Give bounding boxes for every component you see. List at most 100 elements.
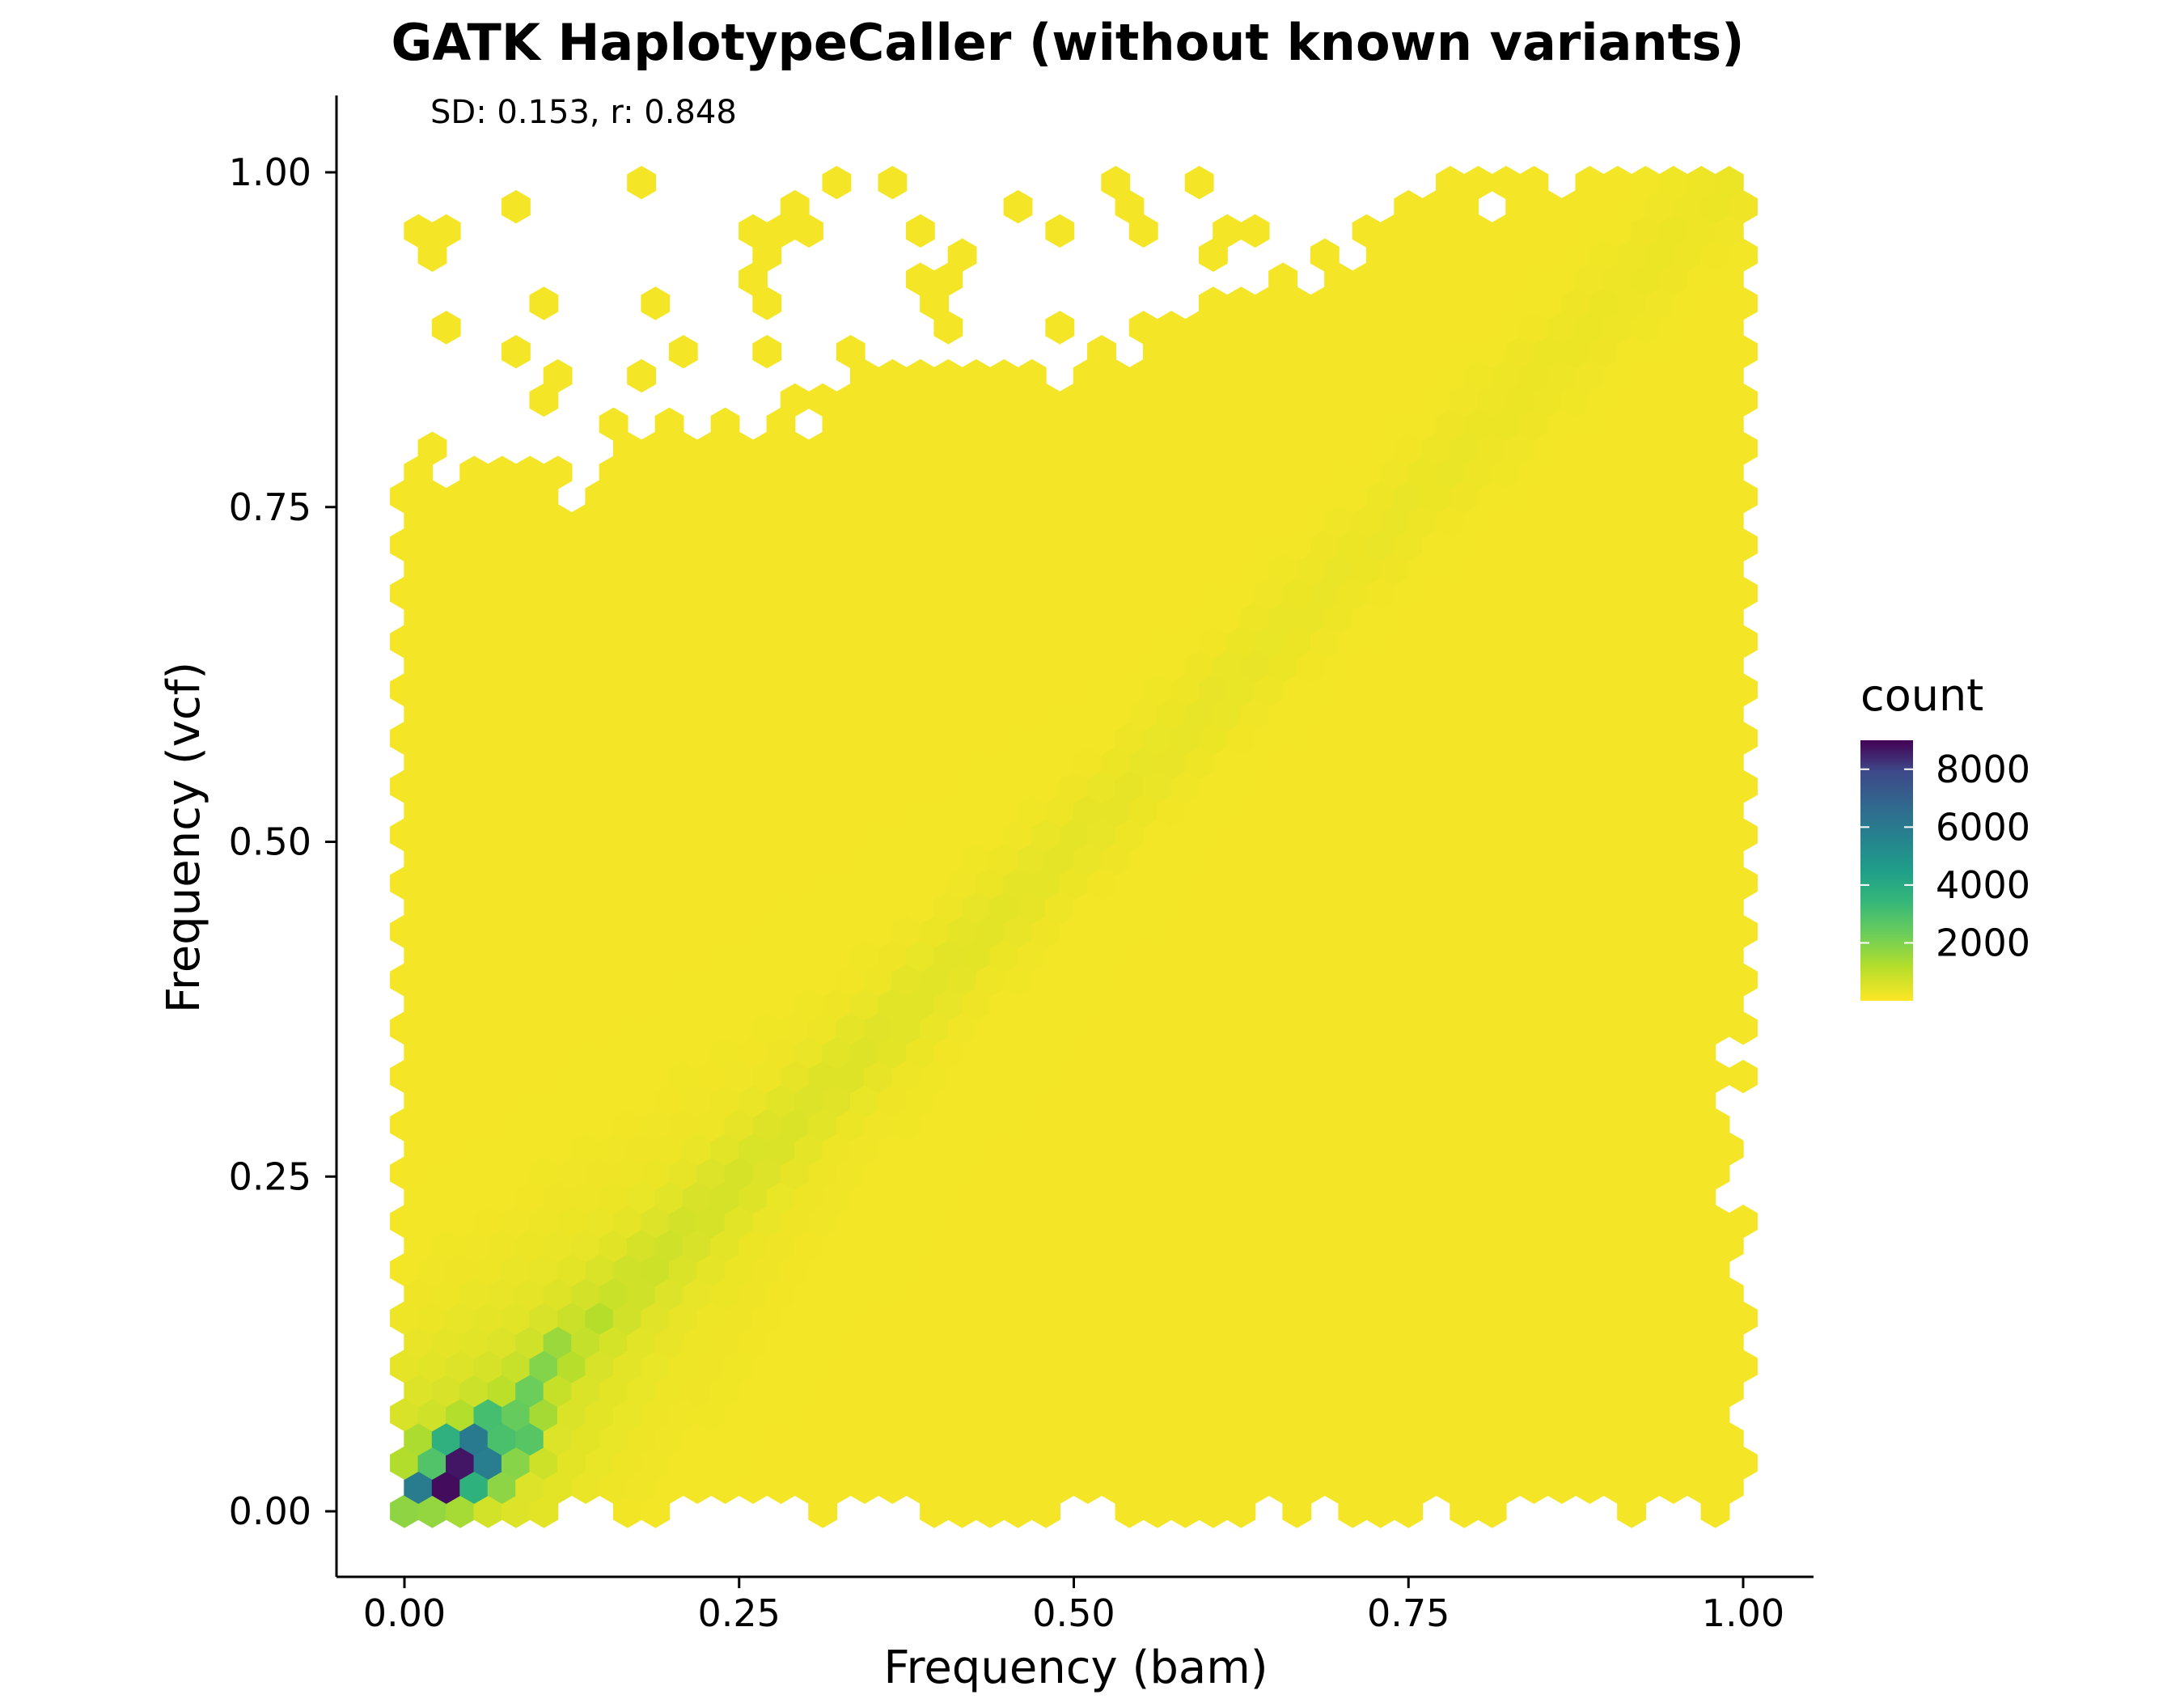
- hexbin-cell: [1365, 721, 1395, 756]
- hexbin-cell: [836, 335, 866, 369]
- hexbin-cell: [1310, 1059, 1340, 1094]
- hexbin-cell: [864, 1252, 894, 1287]
- hexbin-cell: [459, 552, 489, 587]
- hexbin-cell: [947, 721, 977, 756]
- hexbin-cell: [1561, 866, 1591, 900]
- hexbin-cell: [1421, 480, 1451, 514]
- hexbin-cell: [1380, 407, 1409, 442]
- hexbin-cell: [501, 1397, 531, 1432]
- hexbin-cell: [933, 890, 963, 925]
- hexbin-cell: [1533, 1059, 1563, 1094]
- hexbin-cell: [1365, 480, 1395, 514]
- hexbin-cell: [1533, 527, 1563, 562]
- hexbin-cell: [473, 1397, 503, 1432]
- hexbin-cell: [1673, 1108, 1702, 1142]
- hexbin-cell: [1365, 527, 1395, 562]
- hexbin-cell: [1729, 963, 1758, 997]
- hexbin-cell: [1184, 987, 1214, 1021]
- hexbin-cell: [1575, 1083, 1605, 1118]
- hexbin-cell: [404, 890, 434, 925]
- hexbin-cell: [1045, 504, 1075, 538]
- hexbin-cell: [1644, 189, 1674, 224]
- hexbin-cell: [920, 383, 950, 417]
- y-ticks: 0.000.250.500.751.00: [229, 150, 336, 1533]
- hexbin-cell: [1073, 358, 1103, 393]
- hexbin-cell: [1296, 311, 1326, 345]
- hexbin-cell: [1282, 576, 1312, 611]
- hexbin-cell: [878, 552, 908, 587]
- hexbin-cell: [390, 527, 419, 562]
- hexbin-cell: [780, 866, 810, 900]
- hexbin-cell: [1491, 649, 1521, 683]
- hexbin-cell: [1198, 527, 1228, 562]
- hexbin-cell: [1631, 455, 1661, 489]
- hexbin-cell: [1631, 697, 1661, 731]
- hexbin-cell: [1254, 914, 1284, 949]
- hexbin-cell: [1673, 1156, 1702, 1190]
- hexbin-cell: [1589, 480, 1619, 514]
- hexbin-cell: [739, 552, 768, 587]
- hexbin-cell: [920, 866, 950, 900]
- hexbin-cell: [1394, 866, 1424, 900]
- hexbin-cell: [1213, 1325, 1242, 1359]
- hexbin-cell: [557, 721, 586, 756]
- hexbin-cell: [752, 527, 782, 562]
- hexbin-cell: [1463, 1132, 1493, 1166]
- hexbin-cell: [1589, 189, 1619, 224]
- hexbin-cell: [683, 649, 712, 683]
- hexbin-cell: [864, 480, 894, 514]
- hexbin-cell: [1436, 1373, 1465, 1408]
- hexbin-cell: [1658, 600, 1688, 634]
- hexbin-cell: [1338, 480, 1368, 514]
- hexbin-cell: [864, 1059, 894, 1094]
- hexbin-cell: [1003, 1059, 1033, 1094]
- hexbin-cell: [501, 721, 531, 756]
- hexbin-cell: [1073, 1373, 1103, 1408]
- hexbin-cell: [1687, 1421, 1716, 1456]
- hexbin-cell: [1128, 987, 1158, 1021]
- hexbin-cell: [836, 1011, 866, 1045]
- hexbin-cell: [1687, 504, 1716, 538]
- hexbin-cell: [487, 1421, 517, 1456]
- hexbin-cell: [1519, 1228, 1549, 1263]
- hexbin-cell: [920, 527, 950, 562]
- hexbin-cell: [1547, 697, 1577, 731]
- hexbin-cell: [599, 600, 629, 634]
- hexbin-cell: [1115, 721, 1145, 756]
- hexbin-cell: [1687, 1277, 1716, 1311]
- hexbin-cell: [1477, 1252, 1507, 1287]
- hexbin-cell: [864, 1156, 894, 1190]
- hexbin-cell: [1407, 1083, 1437, 1118]
- hexbin-cell: [1658, 1325, 1688, 1359]
- hexbin-cell: [1421, 769, 1451, 803]
- hexbin-cell: [739, 1421, 768, 1456]
- hexbin-cell: [794, 1277, 823, 1311]
- hexbin-cell: [1296, 649, 1326, 683]
- hexbin-cell: [1157, 1373, 1187, 1408]
- hexbin-cell: [1575, 1132, 1605, 1166]
- hexbin-cell: [431, 1325, 461, 1359]
- hexbin-cell: [1101, 938, 1131, 972]
- hexbin-cell: [1673, 963, 1702, 997]
- hexbin-cell: [766, 1228, 796, 1263]
- hexbin-cell: [1575, 311, 1605, 345]
- hexbin-cell: [1575, 890, 1605, 925]
- hexbin-cell: [1352, 1132, 1382, 1166]
- hexbin-cell: [1547, 649, 1577, 683]
- hexbin-cell: [1687, 649, 1716, 683]
- hexbin-cell: [1268, 1228, 1298, 1263]
- hexbin-cell: [1589, 1156, 1619, 1190]
- hexbin-cell: [1087, 1059, 1116, 1094]
- hexbin-cell: [920, 1204, 950, 1239]
- hexbin-cell: [1184, 407, 1214, 442]
- hexbin-cell: [1254, 1252, 1284, 1287]
- hexbin-cell: [473, 1011, 503, 1045]
- hexbin-cell: [1505, 383, 1535, 417]
- hexbin-cell: [641, 1204, 671, 1239]
- hexbin-cell: [780, 673, 810, 707]
- hexbin-cell: [459, 1180, 489, 1214]
- hexbin-cell: [1087, 818, 1116, 852]
- hexbin-cell: [501, 1156, 531, 1190]
- hexbin-cell: [1352, 794, 1382, 828]
- hexbin-cell: [529, 1397, 559, 1432]
